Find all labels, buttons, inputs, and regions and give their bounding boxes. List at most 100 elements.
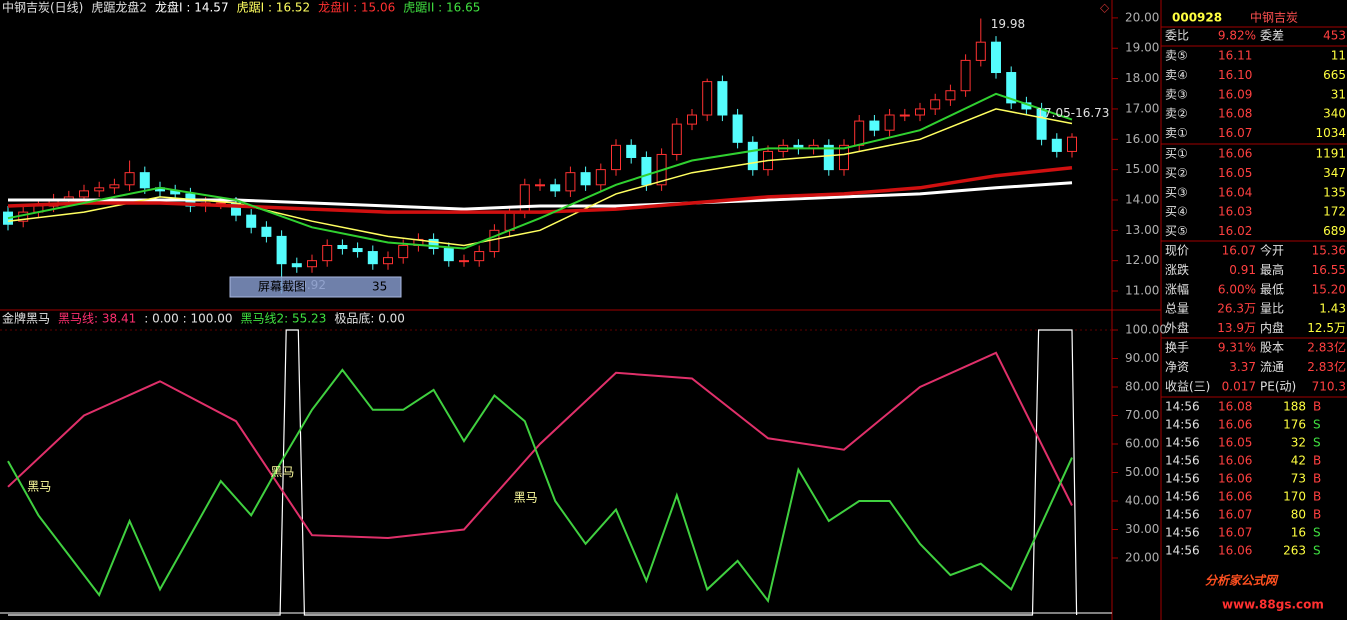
book-label: 卖④	[1165, 68, 1188, 82]
row-value: 1.43	[1319, 302, 1346, 316]
candle-body	[352, 248, 363, 253]
trade-side: S	[1313, 544, 1321, 558]
candle-body	[1006, 72, 1017, 104]
annotation: 黑马	[514, 491, 538, 505]
indicator-line	[7, 351, 1073, 540]
header-text: 极品底: 0.00	[334, 311, 405, 326]
candle-body	[291, 263, 302, 268]
trade-time: 14:56	[1165, 436, 1200, 450]
annotation: 黑马	[270, 465, 294, 479]
candle-body	[79, 190, 89, 198]
header-text: 金牌黑马	[2, 311, 50, 326]
candle-body	[398, 244, 409, 259]
trade-time: 14:56	[1165, 400, 1200, 414]
header-text: 虎踞II : 16.65	[403, 1, 480, 15]
trade-price: 16.07	[1218, 508, 1252, 522]
candle-body	[504, 211, 515, 231]
book-label: 买②	[1165, 166, 1188, 180]
trade-time: 14:56	[1165, 472, 1200, 486]
overlay-box	[229, 276, 402, 298]
row-label: 最高	[1260, 262, 1284, 277]
row-value: 16.07	[1222, 244, 1256, 258]
overlay-text: 35	[372, 280, 387, 294]
header-text: 黑马线: 38.41	[58, 312, 136, 326]
candle-body	[124, 172, 135, 186]
y-tick-label: 11.00	[1125, 284, 1159, 298]
candle-body	[1067, 136, 1077, 152]
candle-body	[732, 114, 743, 143]
row-value: 26.3万	[1217, 302, 1256, 316]
book-price: 16.02	[1218, 224, 1252, 238]
header-text: 虎踞龙盘2	[91, 0, 147, 15]
candle-body	[367, 251, 378, 265]
row-label: 委比	[1165, 29, 1189, 43]
candle-body	[975, 41, 986, 61]
y-tick-label: 19.00	[1125, 41, 1159, 55]
trade-price: 16.08	[1218, 400, 1252, 414]
trade-side: S	[1313, 418, 1321, 432]
candle-body	[246, 214, 257, 228]
trade-side: B	[1313, 400, 1321, 414]
row-value: 0.91	[1229, 263, 1256, 277]
y-tick-label: 30.00	[1125, 522, 1159, 536]
y-tick-label: 12.00	[1125, 253, 1159, 267]
candle-body	[550, 184, 561, 192]
row-label: 流通	[1260, 360, 1284, 374]
y-tick-label: 14.00	[1125, 192, 1159, 206]
row-label: 净资	[1165, 360, 1189, 374]
candle-body	[565, 172, 576, 192]
y-tick-label: 15.00	[1125, 162, 1159, 176]
row-value: 16.55	[1312, 263, 1346, 277]
row-label: 现价	[1165, 244, 1189, 258]
y-tick-label: 40.00	[1125, 494, 1159, 508]
candle-body	[580, 172, 591, 186]
book-price: 16.07	[1218, 126, 1252, 140]
trade-volume: 176	[1283, 418, 1306, 432]
trade-side: S	[1313, 436, 1321, 450]
row-value: 9.31%	[1218, 341, 1256, 355]
book-label: 买⑤	[1165, 224, 1188, 238]
annotation: 19.98	[991, 17, 1025, 31]
row-value: 15.36	[1312, 244, 1346, 258]
candle-body	[322, 244, 333, 262]
trade-volume: 42	[1291, 454, 1306, 468]
header-text: 龙盘I : 14.57	[155, 0, 229, 15]
book-label: 卖③	[1165, 87, 1188, 101]
candle-body	[383, 257, 393, 265]
book-volume: 340	[1323, 107, 1346, 121]
candle-body	[276, 235, 287, 265]
trade-side: S	[1313, 526, 1321, 540]
row-value: 453	[1323, 29, 1346, 43]
candle-body	[139, 172, 150, 189]
trade-side: B	[1313, 454, 1321, 468]
candle-body	[641, 156, 652, 186]
indicator-line	[7, 92, 1073, 250]
candle-body	[489, 229, 500, 253]
candle-body	[337, 244, 348, 250]
book-label: 卖①	[1165, 126, 1188, 140]
indicator-line	[7, 166, 1073, 214]
book-volume: 665	[1323, 68, 1346, 82]
candle-body	[991, 41, 1001, 74]
close-icon[interactable]: ◇	[1100, 1, 1110, 15]
candle-body	[717, 81, 728, 116]
candle-body	[626, 144, 637, 158]
book-volume: 347	[1323, 166, 1346, 180]
header-text: 龙盘II : 15.06	[318, 0, 395, 15]
book-volume: 1191	[1315, 147, 1346, 161]
trade-time: 14:56	[1165, 454, 1200, 468]
y-tick-label: 80.00	[1125, 380, 1159, 394]
trade-price: 16.06	[1218, 454, 1252, 468]
candle-body	[1051, 138, 1062, 152]
trade-time: 14:56	[1165, 508, 1200, 522]
trade-price: 16.05	[1218, 436, 1252, 450]
header-text: 虎踞I : 16.52	[237, 1, 311, 15]
trade-volume: 16	[1291, 526, 1306, 540]
book-price: 16.11	[1218, 49, 1252, 63]
candle-body	[930, 99, 941, 110]
book-price: 16.03	[1218, 205, 1252, 219]
book-label: 卖②	[1165, 107, 1188, 121]
candle-body	[884, 114, 895, 131]
trade-volume: 80	[1291, 508, 1306, 522]
trade-volume: 170	[1283, 490, 1306, 504]
